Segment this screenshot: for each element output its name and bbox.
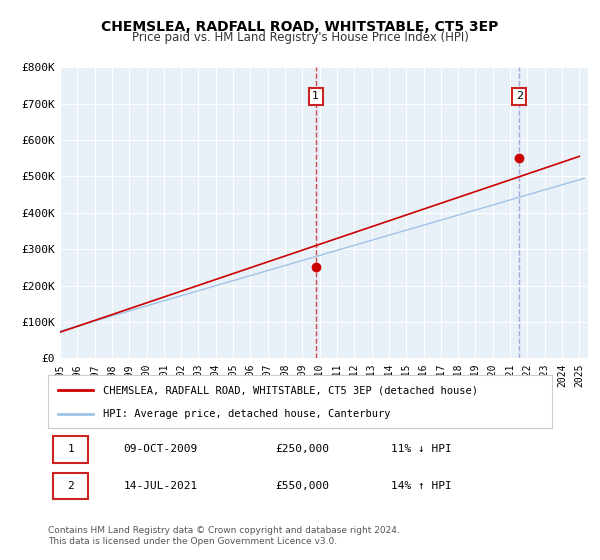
Text: Price paid vs. HM Land Registry's House Price Index (HPI): Price paid vs. HM Land Registry's House … xyxy=(131,31,469,44)
Text: HPI: Average price, detached house, Canterbury: HPI: Average price, detached house, Cant… xyxy=(103,408,391,418)
Text: £250,000: £250,000 xyxy=(275,445,329,454)
Text: CHEMSLEA, RADFALL ROAD, WHITSTABLE, CT5 3EP: CHEMSLEA, RADFALL ROAD, WHITSTABLE, CT5 … xyxy=(101,20,499,34)
Text: 2: 2 xyxy=(67,481,74,491)
FancyBboxPatch shape xyxy=(53,436,88,463)
Text: 1: 1 xyxy=(67,445,74,454)
Text: 14% ↑ HPI: 14% ↑ HPI xyxy=(391,481,451,491)
Text: CHEMSLEA, RADFALL ROAD, WHITSTABLE, CT5 3EP (detached house): CHEMSLEA, RADFALL ROAD, WHITSTABLE, CT5 … xyxy=(103,385,478,395)
Text: £550,000: £550,000 xyxy=(275,481,329,491)
Text: 1: 1 xyxy=(312,91,319,101)
Text: Contains HM Land Registry data © Crown copyright and database right 2024.
This d: Contains HM Land Registry data © Crown c… xyxy=(48,526,400,546)
FancyBboxPatch shape xyxy=(53,473,88,499)
Text: 11% ↓ HPI: 11% ↓ HPI xyxy=(391,445,451,454)
Text: 14-JUL-2021: 14-JUL-2021 xyxy=(124,481,198,491)
Text: 09-OCT-2009: 09-OCT-2009 xyxy=(124,445,198,454)
Text: 2: 2 xyxy=(516,91,523,101)
